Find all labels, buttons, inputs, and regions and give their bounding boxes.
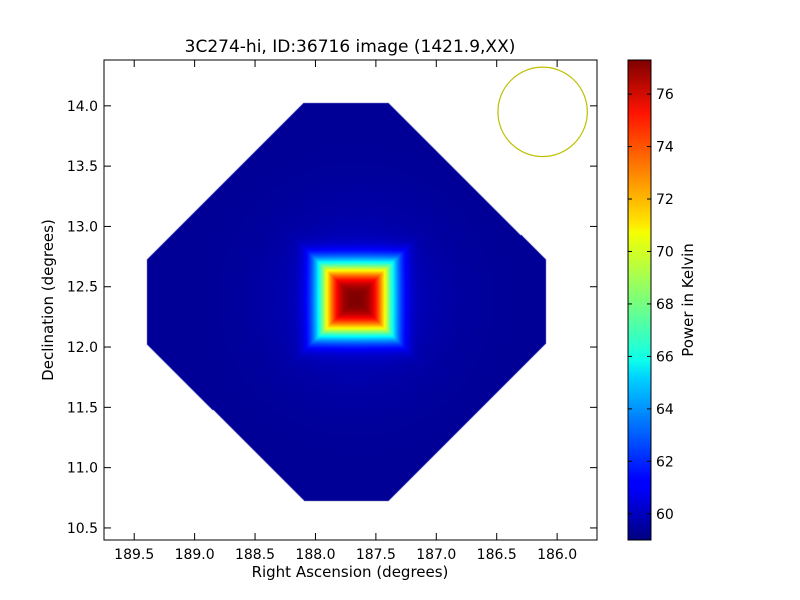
y-tick-label: 12.0 — [67, 340, 98, 356]
x-tick-label: 188.0 — [295, 547, 335, 563]
colorbar-tick-label: 70 — [656, 244, 674, 260]
colorbar-tick-label: 60 — [656, 507, 674, 523]
x-tick-label: 186.0 — [537, 547, 577, 563]
x-tick-label: 189.5 — [114, 547, 154, 563]
axes-frame — [103, 59, 598, 541]
colorbar-tick-label: 74 — [656, 140, 674, 156]
colorbar-tick-label: 68 — [656, 297, 674, 313]
colorbar-tick-label: 62 — [656, 454, 674, 470]
colorbar — [627, 59, 652, 541]
x-tick-label: 188.5 — [235, 547, 275, 563]
x-tick-label: 187.0 — [416, 547, 456, 563]
x-axis-ticks: 189.5 189.0 188.5 188.0 187.5 187.0 186.5 186.0 — [114, 60, 577, 563]
plot-area — [104, 60, 597, 540]
colorbar-label: Power in Kelvin — [679, 243, 697, 357]
chart-title: 3C274-hi, ID:36716 image (1421.9,XX) — [185, 37, 516, 57]
y-tick-label: 10.5 — [67, 521, 98, 537]
y-tick-label: 13.5 — [67, 159, 98, 175]
y-axis-ticks: 10.5 11.0 11.5 12.0 12.5 13.0 13.5 14.0 — [67, 99, 597, 537]
colorbar-tick-label: 76 — [656, 87, 674, 103]
colorbar-ticks: 60 62 64 66 68 70 72 74 76 — [628, 87, 674, 523]
y-tick-label: 13.0 — [67, 219, 98, 235]
y-tick-label: 12.5 — [67, 280, 98, 296]
beam-circle — [497, 66, 588, 158]
x-axis-label: Right Ascension (degrees) — [252, 563, 449, 581]
heatmap-image — [104, 60, 597, 540]
colorbar-tick-label: 72 — [656, 192, 674, 208]
y-axis-label: Declination (degrees) — [39, 219, 57, 381]
x-tick-label: 187.5 — [356, 547, 396, 563]
x-tick-label: 189.0 — [175, 547, 215, 563]
colorbar-tick-label: 66 — [656, 349, 674, 365]
y-tick-label: 11.0 — [67, 461, 98, 477]
x-tick-label: 186.5 — [477, 547, 517, 563]
y-tick-label: 14.0 — [67, 99, 98, 115]
colorbar-tick-label: 64 — [656, 402, 674, 418]
y-tick-label: 11.5 — [67, 400, 98, 416]
